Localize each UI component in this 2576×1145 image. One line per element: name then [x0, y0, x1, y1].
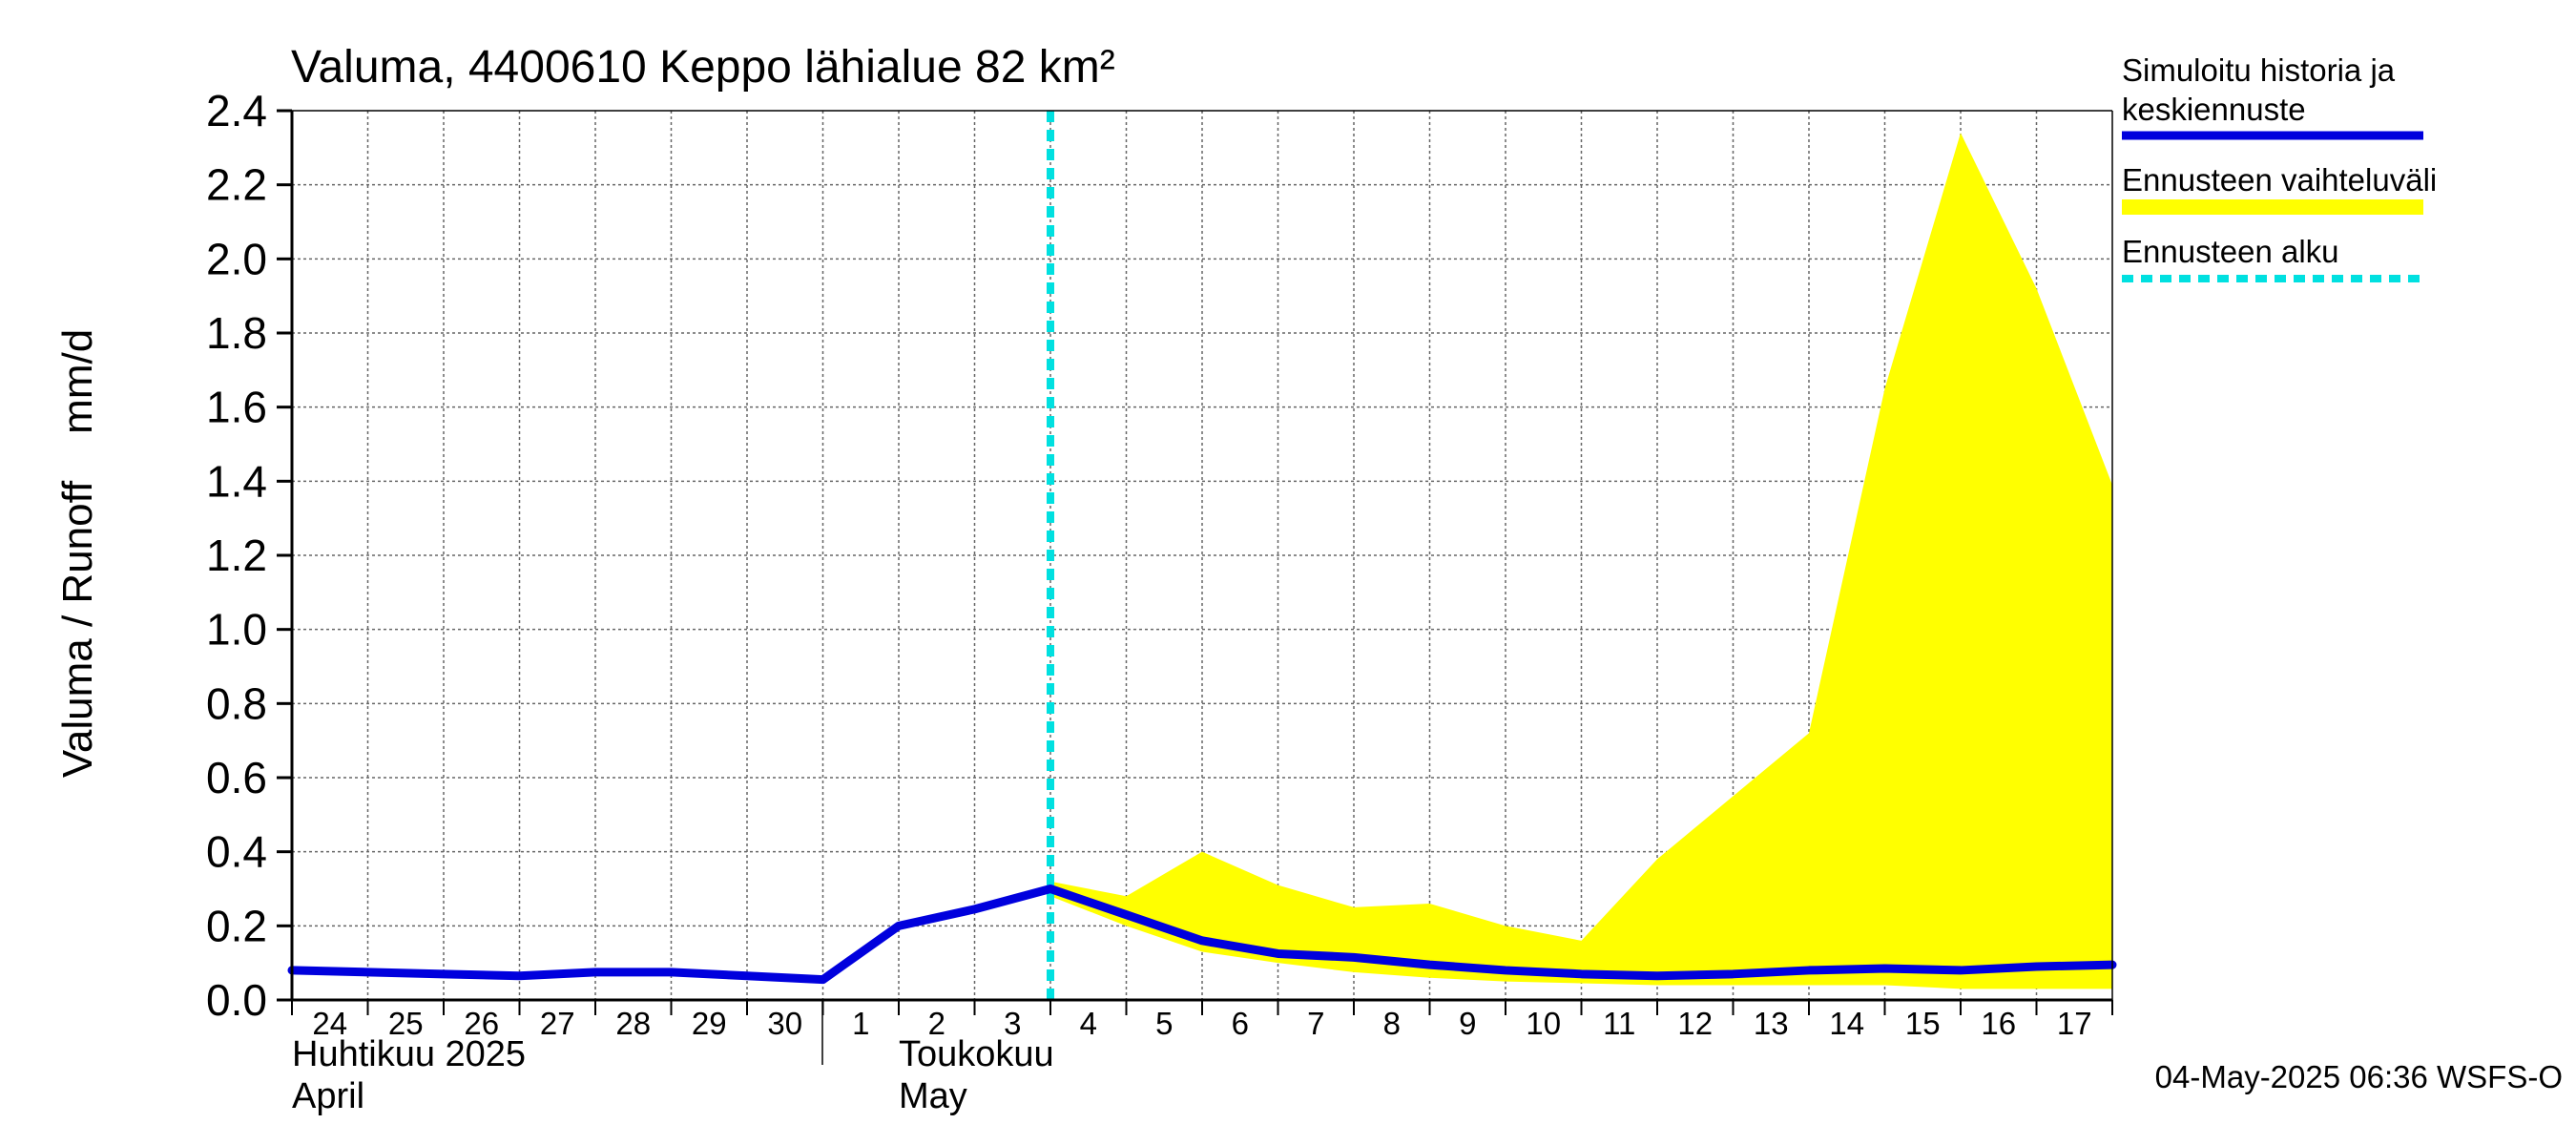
y-tick-label: 0.8: [206, 678, 267, 728]
legend-label-forecast-start: Ennusteen alku: [2122, 234, 2339, 269]
legend-label-range: Ennusteen vaihteluväli: [2122, 162, 2437, 198]
y-tick-label: 0.4: [206, 827, 267, 877]
y-tick-label: 1.8: [206, 308, 267, 358]
legend-label-simulated-line1: Simuloitu historia ja: [2122, 52, 2396, 88]
chart-title: Valuma, 4400610 Keppo lähialue 82 km²: [291, 42, 1115, 93]
y-tick-label: 1.6: [206, 383, 267, 432]
x-tick-label: 28: [615, 1006, 651, 1041]
month-label-en: April: [292, 1076, 364, 1116]
month-label-fi: Toukokuu: [899, 1034, 1054, 1074]
x-tick-label: 3: [1004, 1006, 1021, 1041]
x-tick-label: 1: [852, 1006, 869, 1041]
x-tick-label: 8: [1383, 1006, 1401, 1041]
x-tick-label: 12: [1677, 1006, 1713, 1041]
legend-label-simulated-line2: keskiennuste: [2122, 92, 2306, 127]
x-tick-label: 13: [1754, 1006, 1789, 1041]
x-tick-label: 7: [1307, 1006, 1324, 1041]
x-tick-label: 17: [2057, 1006, 2092, 1041]
month-label-en: May: [899, 1076, 967, 1116]
x-tick-label: 26: [464, 1006, 499, 1041]
forecast-range-area: [1050, 133, 2112, 989]
forecast-range-band: [1050, 133, 2112, 989]
x-tick-label: 29: [692, 1006, 727, 1041]
footer-timestamp: 04-May-2025 06:36 WSFS-O: [2155, 1059, 2563, 1094]
y-axis-label: Valuma / Runoff mm/d: [54, 329, 101, 778]
y-tick-label: 2.2: [206, 160, 267, 210]
x-tick-label: 25: [388, 1006, 424, 1041]
y-tick-label: 2.0: [206, 234, 267, 283]
series-lines: [287, 111, 2117, 1000]
y-tick-label: 0.6: [206, 753, 267, 802]
x-tick-label: 27: [540, 1006, 575, 1041]
x-tick-label: 15: [1905, 1006, 1941, 1041]
x-tick-label: 9: [1459, 1006, 1476, 1041]
x-tick-label: 14: [1829, 1006, 1864, 1041]
x-tick-label: 6: [1232, 1006, 1249, 1041]
month-label-fi: Huhtikuu 2025: [292, 1034, 526, 1074]
simulated-mean-line: [287, 885, 2117, 985]
y-tick-label: 0.0: [206, 975, 267, 1025]
x-tick-label: 10: [1526, 1006, 1561, 1041]
legend: Simuloitu historia ja keskiennuste Ennuste…: [2122, 52, 2437, 282]
x-tick-label: 5: [1155, 1006, 1173, 1041]
x-tick-label: 16: [1981, 1006, 2016, 1041]
x-tick-label: 30: [767, 1006, 802, 1041]
y-tick-label: 1.0: [206, 605, 267, 655]
y-tick-label: 2.4: [206, 86, 267, 135]
x-tick-label: 2: [928, 1006, 945, 1041]
y-tick-label: 1.2: [206, 531, 267, 580]
y-tick-label: 1.4: [206, 456, 267, 506]
x-tick-label: 4: [1080, 1006, 1097, 1041]
x-tick-label: 24: [312, 1006, 347, 1041]
y-tick-label: 0.2: [206, 901, 267, 950]
x-tick-label: 11: [1603, 1006, 1635, 1041]
axes: 0.0 0.2 0.4 0.6 0.8 1.0 1.2 1.4 1.6 1.8 2.0 2.2 2.4 2…: [206, 86, 2113, 1116]
grid: [292, 111, 2112, 1000]
